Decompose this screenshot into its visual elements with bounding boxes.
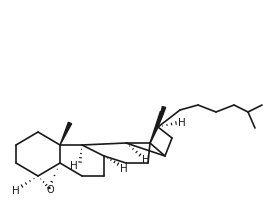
Text: H: H xyxy=(142,155,150,165)
Text: H: H xyxy=(178,118,186,128)
Text: H: H xyxy=(70,161,78,171)
Polygon shape xyxy=(60,122,72,145)
Polygon shape xyxy=(150,111,164,143)
Text: H: H xyxy=(120,164,128,174)
Text: O: O xyxy=(46,185,54,195)
Text: H: H xyxy=(12,186,20,196)
Polygon shape xyxy=(158,107,166,127)
